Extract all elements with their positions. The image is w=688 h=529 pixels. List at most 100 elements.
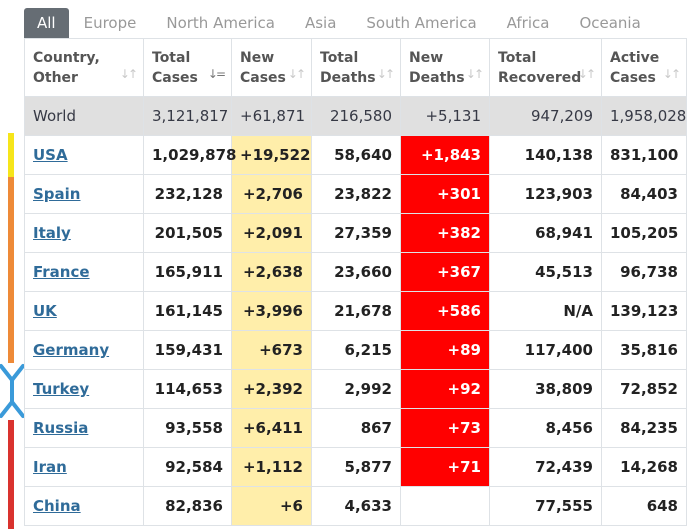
covid-stats-table: Country, Other ↓↑ Total Cases ↓= New Cases ↓↑ … — [24, 38, 687, 526]
total-deaths-cell: 4,633 — [311, 486, 401, 526]
header-row: Country, Other ↓↑ Total Cases ↓= New Cases ↓↑ … — [24, 38, 687, 97]
new-cases-cell: +2,392 — [231, 369, 312, 409]
tab-europe[interactable]: Europe — [83, 14, 137, 32]
tab-asia[interactable]: Asia — [304, 14, 337, 32]
country-row-france: France 165,911 +2,638 23,660 +367 45,513… — [24, 252, 687, 292]
active-cases-cell: 84,235 — [601, 408, 687, 448]
total-cases-cell: 161,145 — [143, 291, 232, 331]
active-cases-cell: 14,268 — [601, 447, 687, 487]
country-link-china[interactable]: China — [33, 497, 81, 515]
col-header-active-cases[interactable]: Active Cases ↓↑ — [601, 38, 687, 97]
new-deaths-cell: +1,843 — [400, 135, 490, 175]
new-deaths-cell: +71 — [400, 447, 490, 487]
col-header-total-recovered-label: Total Recovered — [498, 49, 582, 86]
col-header-total-cases-label: Total Cases — [152, 49, 198, 86]
active-cases-cell: 139,123 — [601, 291, 687, 331]
world-total-recovered: 947,209 — [489, 96, 602, 136]
new-cases-cell: +19,522 — [231, 135, 312, 175]
col-header-country[interactable]: Country, Other ↓↑ — [24, 38, 144, 97]
country-cell: Germany — [24, 330, 144, 370]
total-deaths-cell: 27,359 — [311, 213, 401, 253]
new-deaths-cell: +92 — [400, 369, 490, 409]
country-cell: Spain — [24, 174, 144, 214]
country-cell: Russia — [24, 408, 144, 448]
active-cases-cell: 648 — [601, 486, 687, 526]
country-link-uk[interactable]: UK — [33, 302, 57, 320]
new-deaths-cell: +586 — [400, 291, 490, 331]
sort-icon[interactable]: ↓↑ — [662, 67, 681, 81]
world-total-deaths: 216,580 — [311, 96, 401, 136]
new-deaths-cell: +367 — [400, 252, 490, 292]
tab-south-america[interactable]: South America — [366, 14, 477, 32]
world-label: World — [24, 96, 144, 136]
country-link-turkey[interactable]: Turkey — [33, 380, 90, 398]
total-deaths-cell: 23,660 — [311, 252, 401, 292]
col-header-total-deaths[interactable]: Total Deaths ↓↑ — [311, 38, 401, 97]
col-header-new-cases[interactable]: New Cases ↓↑ — [231, 38, 312, 97]
sort-icon[interactable]: ↓↑ — [287, 67, 306, 81]
region-tabs: All Europe North America Asia South Amer… — [24, 8, 656, 38]
active-cases-cell: 72,852 — [601, 369, 687, 409]
country-link-france[interactable]: France — [33, 263, 90, 281]
country-row-uk: UK 161,145 +3,996 21,678 +586 N/A 139,12… — [24, 291, 687, 331]
col-header-country-label: Country, Other — [33, 49, 100, 86]
total-recovered-cell: 117,400 — [489, 330, 602, 370]
tab-all[interactable]: All — [24, 8, 69, 38]
new-cases-cell: +1,112 — [231, 447, 312, 487]
total-recovered-cell: 68,941 — [489, 213, 602, 253]
total-deaths-cell: 21,678 — [311, 291, 401, 331]
sort-icon[interactable]: ↓↑ — [119, 67, 138, 81]
country-row-italy: Italy 201,505 +2,091 27,359 +382 68,941 … — [24, 213, 687, 253]
sort-icon[interactable]: ↓↑ — [577, 67, 596, 81]
tab-africa[interactable]: Africa — [506, 14, 550, 32]
country-link-russia[interactable]: Russia — [33, 419, 89, 437]
country-link-usa[interactable]: USA — [33, 146, 68, 164]
world-row: World 3,121,817 +61,871 216,580 +5,131 9… — [24, 96, 687, 136]
country-link-spain[interactable]: Spain — [33, 185, 81, 203]
total-deaths-cell: 6,215 — [311, 330, 401, 370]
world-total-cases: 3,121,817 — [143, 96, 232, 136]
total-cases-cell: 93,558 — [143, 408, 232, 448]
total-recovered-cell: 140,138 — [489, 135, 602, 175]
total-cases-cell: 201,505 — [143, 213, 232, 253]
active-cases-cell: 96,738 — [601, 252, 687, 292]
new-cases-cell: +2,091 — [231, 213, 312, 253]
total-recovered-cell: 8,456 — [489, 408, 602, 448]
active-cases-cell: 831,100 — [601, 135, 687, 175]
side-line-red — [8, 420, 14, 529]
sort-desc-icon[interactable]: ↓= — [207, 67, 226, 81]
total-deaths-cell: 867 — [311, 408, 401, 448]
active-cases-cell: 35,816 — [601, 330, 687, 370]
col-header-total-cases[interactable]: Total Cases ↓= — [143, 38, 232, 97]
total-cases-cell: 92,584 — [143, 447, 232, 487]
side-line-orange — [8, 177, 14, 363]
col-header-new-deaths[interactable]: New Deaths ↓↑ — [400, 38, 490, 97]
country-row-spain: Spain 232,128 +2,706 23,822 +301 123,903… — [24, 174, 687, 214]
country-row-iran: Iran 92,584 +1,112 5,877 +71 72,439 14,2… — [24, 447, 687, 487]
country-cell: UK — [24, 291, 144, 331]
col-header-new-cases-label: New Cases — [240, 49, 286, 86]
total-cases-cell: 232,128 — [143, 174, 232, 214]
country-link-germany[interactable]: Germany — [33, 341, 110, 359]
sort-icon[interactable]: ↓↑ — [465, 67, 484, 81]
world-new-deaths: +5,131 — [400, 96, 490, 136]
total-recovered-cell: 123,903 — [489, 174, 602, 214]
new-deaths-cell: +73 — [400, 408, 490, 448]
tab-north-america[interactable]: North America — [166, 14, 275, 32]
tab-oceania[interactable]: Oceania — [579, 14, 641, 32]
country-cell: Turkey — [24, 369, 144, 409]
world-new-cases: +61,871 — [231, 96, 312, 136]
country-link-iran[interactable]: Iran — [33, 458, 67, 476]
country-link-italy[interactable]: Italy — [33, 224, 71, 242]
country-row-usa: USA 1,029,878 +19,522 58,640 +1,843 140,… — [24, 135, 687, 175]
country-cell: USA — [24, 135, 144, 175]
total-deaths-cell: 23,822 — [311, 174, 401, 214]
total-cases-cell: 114,653 — [143, 369, 232, 409]
scroll-marker-icon[interactable] — [0, 362, 26, 420]
sort-icon[interactable]: ↓↑ — [376, 67, 395, 81]
col-header-total-recovered[interactable]: Total Recovered ↓↑ — [489, 38, 602, 97]
total-cases-cell: 1,029,878 — [143, 135, 236, 175]
country-cell: Iran — [24, 447, 144, 487]
total-recovered-cell: N/A — [489, 291, 602, 331]
total-deaths-cell: 58,640 — [311, 135, 401, 175]
